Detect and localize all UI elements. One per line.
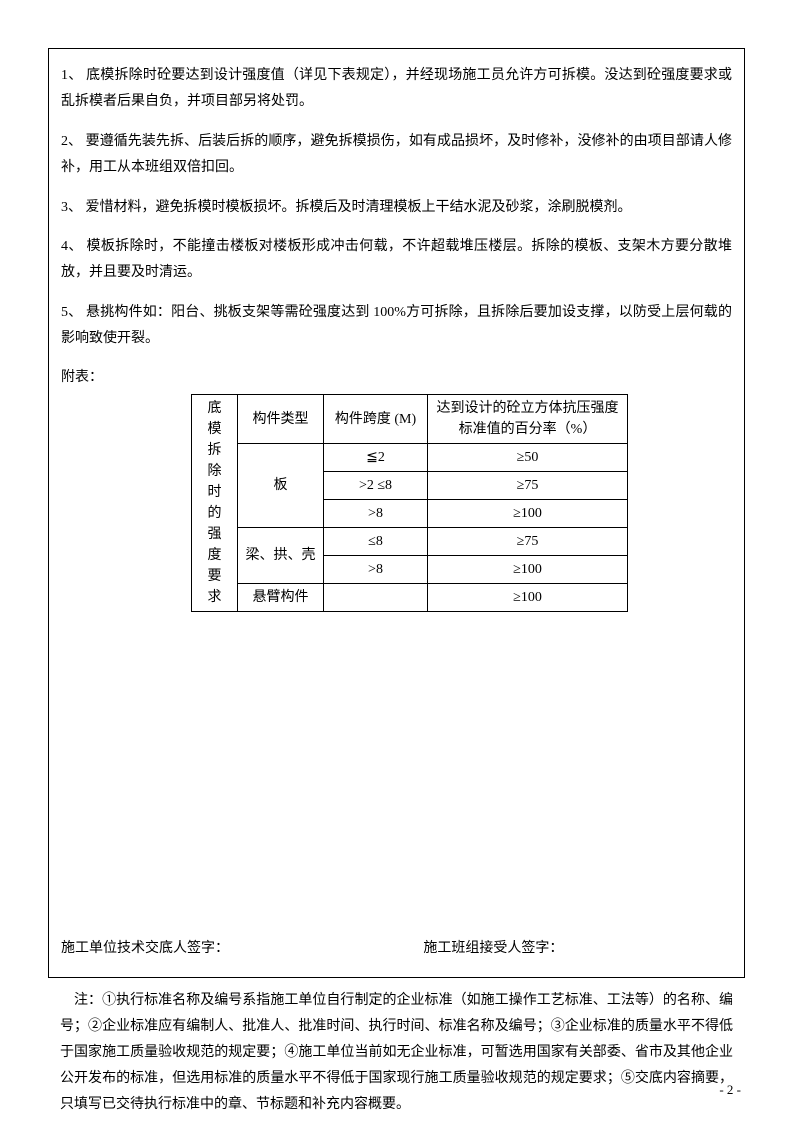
page-number: - 2 -	[719, 1082, 741, 1098]
paragraph-2: 2、 要遵循先装先拆、后装后拆的顺序，避免拆模损伤，如有成品损坏，及时修补，没修…	[61, 129, 732, 181]
cell-pct: ≥75	[428, 472, 628, 500]
cell-pct: ≥100	[428, 500, 628, 528]
header-span: 构件跨度 (M)	[324, 395, 428, 444]
cell-span: >8	[324, 556, 428, 584]
cell-pct: ≥75	[428, 528, 628, 556]
side-label-cell: 底模拆除时的强度要求	[192, 395, 238, 612]
side-label: 底模拆除时的强度要求	[198, 398, 231, 608]
cell-pct: ≥50	[428, 444, 628, 472]
paragraph-1: 1、 底模拆除时砼要达到设计强度值（详见下表规定），并经现场施工员允许方可拆模。…	[61, 63, 732, 115]
cell-span: ≤8	[324, 528, 428, 556]
signature-row: 施工单位技术交底人签字： 施工班组接受人签字：	[61, 937, 732, 957]
paragraph-3: 3、 爱惜材料，避免拆模时模板损坏。拆模后及时清理模板上干结水泥及砂浆，涂刷脱模…	[61, 195, 732, 221]
header-pct: 达到设计的砼立方体抗压强度标准值的百分率（%）	[428, 395, 628, 444]
table-header-row: 底模拆除时的强度要求 构件类型 构件跨度 (M) 达到设计的砼立方体抗压强度标准…	[192, 395, 628, 444]
cell-pct: ≥100	[428, 584, 628, 612]
paragraph-5: 5、 悬挑构件如：阳台、挑板支架等需砼强度达到 100%方可拆除，且拆除后要加设…	[61, 300, 732, 352]
cell-type: 板	[238, 444, 324, 528]
header-type: 构件类型	[238, 395, 324, 444]
attachment-label: 附表：	[61, 366, 732, 386]
cell-span: ≦2	[324, 444, 428, 472]
cell-span	[324, 584, 428, 612]
signature-left: 施工单位技术交底人签字：	[61, 937, 423, 957]
table-row: 板 ≦2 ≥50	[192, 444, 628, 472]
cell-span: >8	[324, 500, 428, 528]
signature-right: 施工班组接受人签字：	[423, 937, 732, 957]
cell-pct: ≥100	[428, 556, 628, 584]
table-row: 梁、拱、壳 ≤8 ≥75	[192, 528, 628, 556]
strength-table: 底模拆除时的强度要求 构件类型 构件跨度 (M) 达到设计的砼立方体抗压强度标准…	[191, 394, 628, 612]
content-frame: 1、 底模拆除时砼要达到设计强度值（详见下表规定），并经现场施工员允许方可拆模。…	[48, 48, 745, 978]
table-row: 悬臂构件 ≥100	[192, 584, 628, 612]
attachment-table-wrap: 底模拆除时的强度要求 构件类型 构件跨度 (M) 达到设计的砼立方体抗压强度标准…	[191, 394, 732, 612]
cell-type: 梁、拱、壳	[238, 528, 324, 584]
cell-span: >2 ≤8	[324, 472, 428, 500]
paragraph-4: 4、 模板拆除时，不能撞击楼板对楼板形成冲击何载，不许超载堆压楼层。拆除的模板、…	[61, 234, 732, 286]
cell-type: 悬臂构件	[238, 584, 324, 612]
footnotes: 注：①执行标准名称及编号系指施工单位自行制定的企业标准（如施工操作工艺标准、工法…	[48, 988, 745, 1117]
